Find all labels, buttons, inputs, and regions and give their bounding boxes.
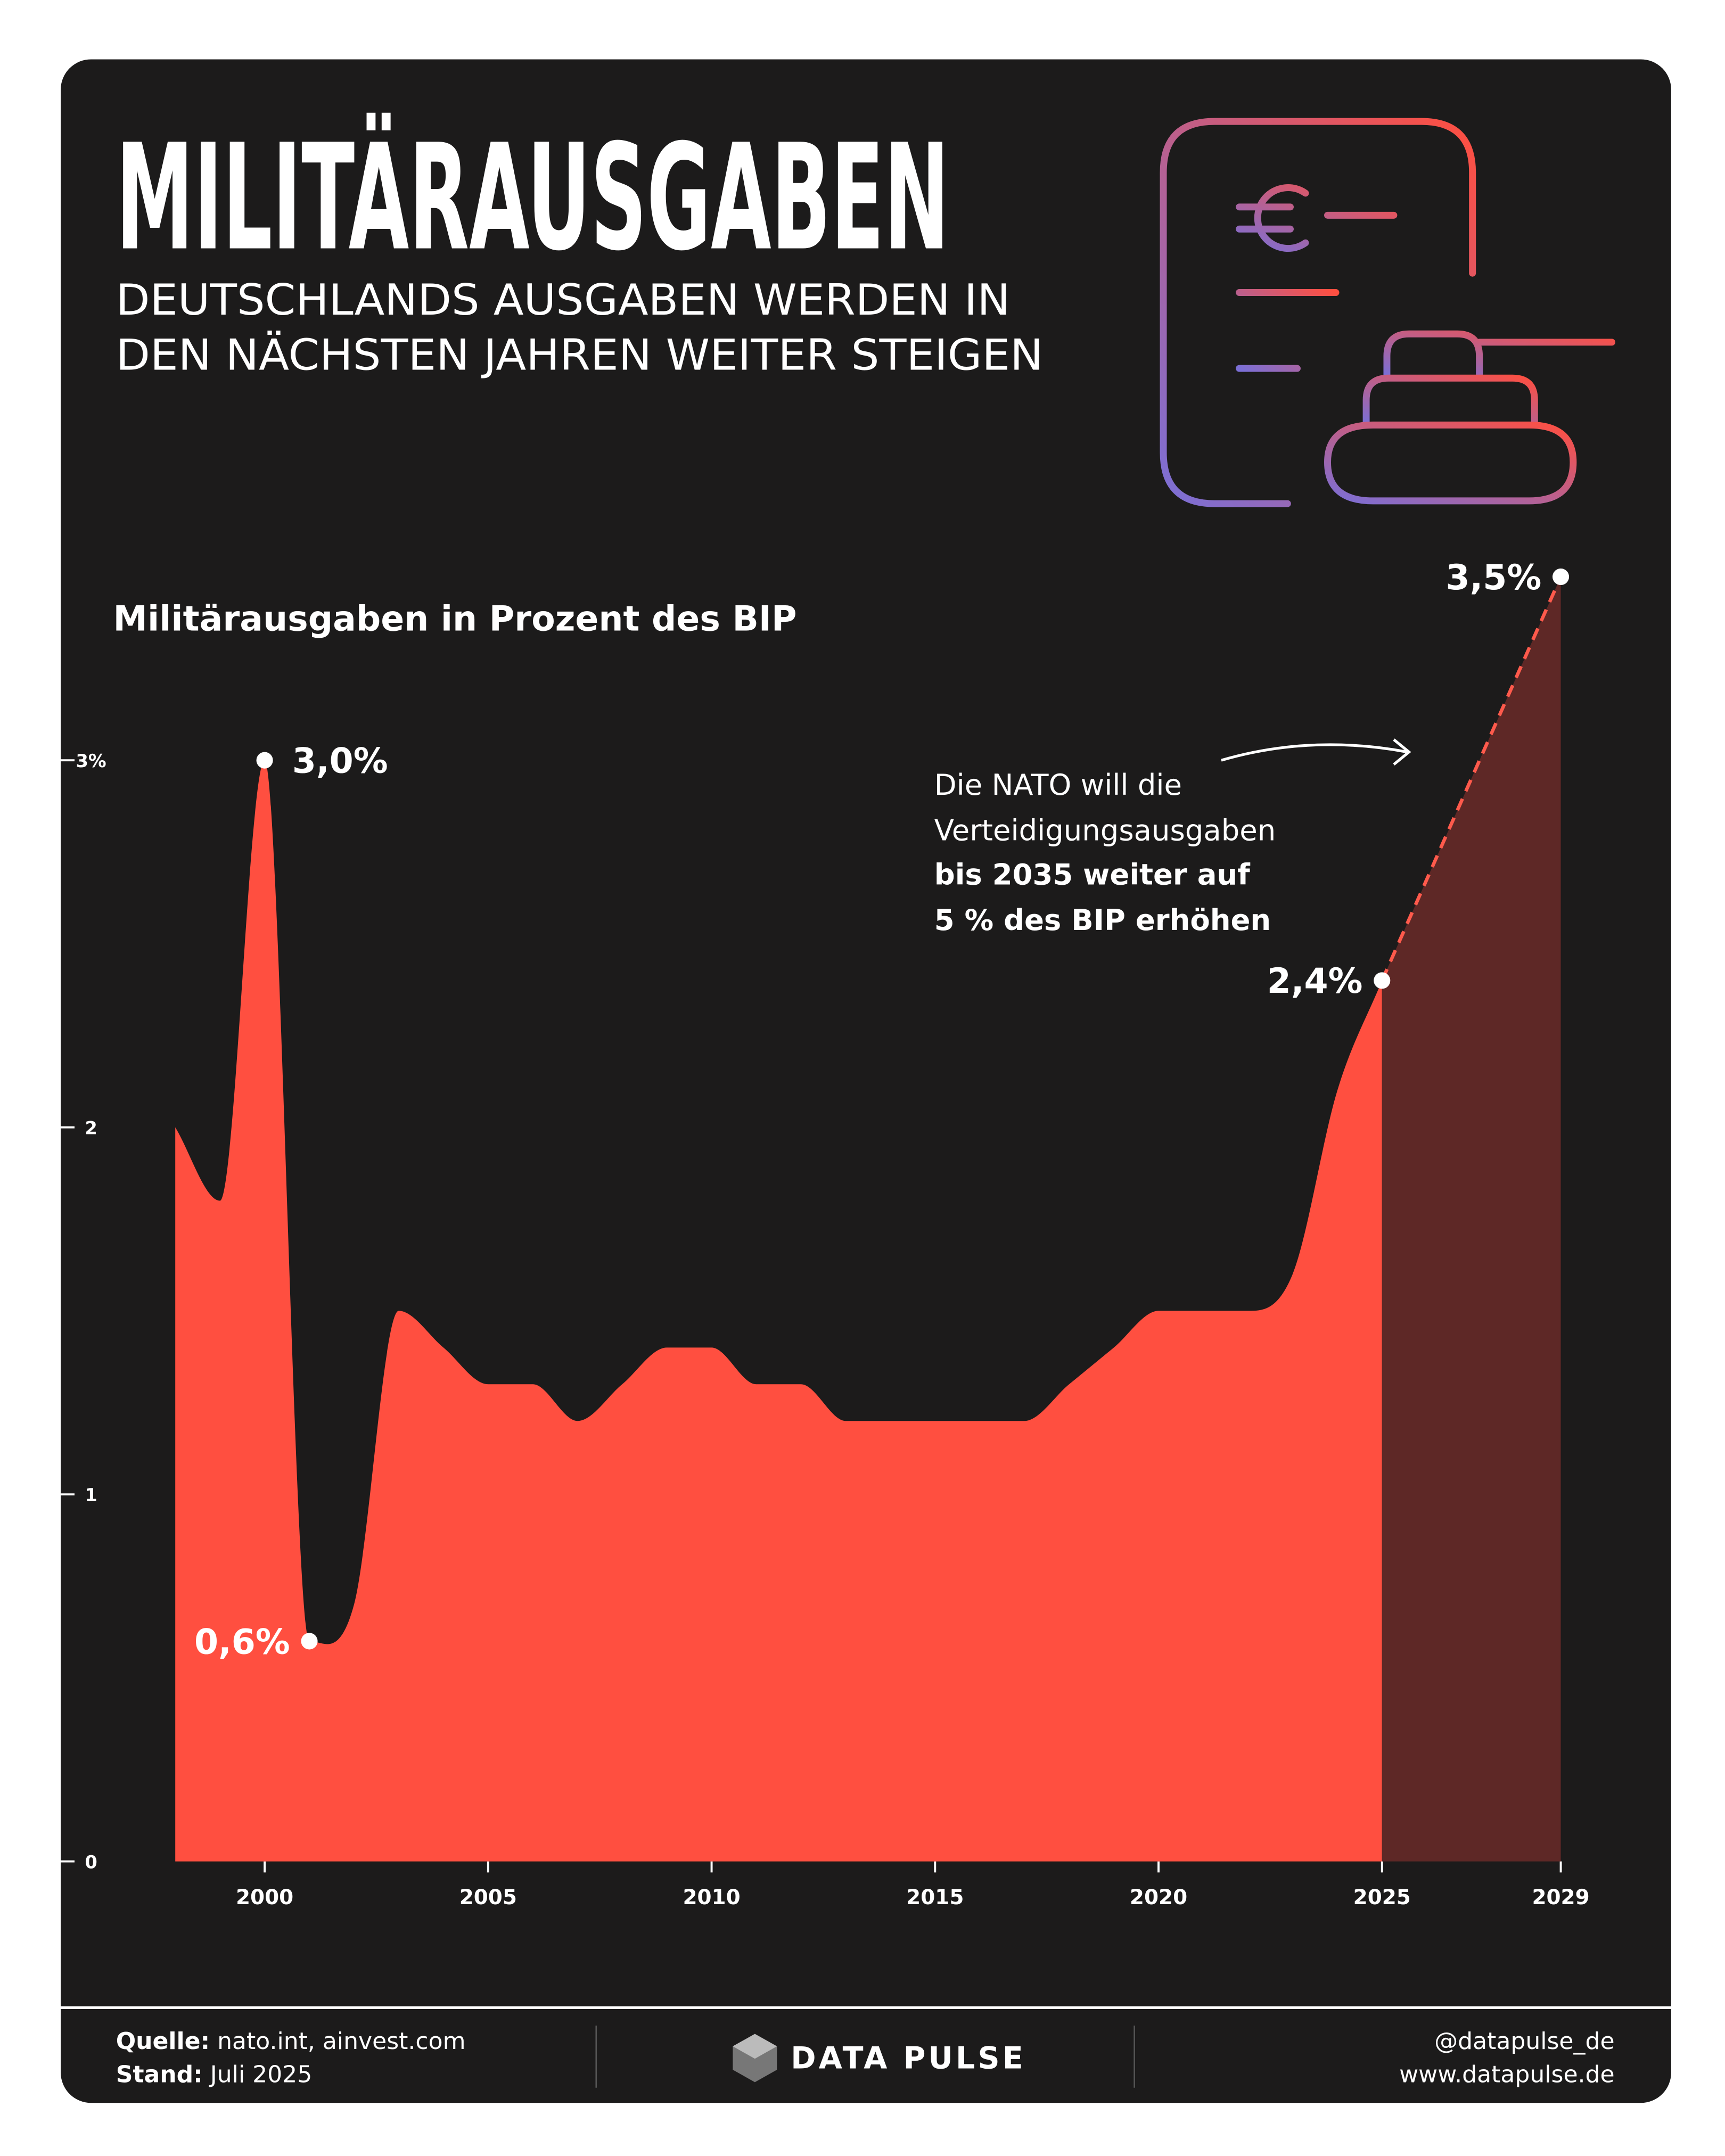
y-tick-label: 0 (85, 1852, 97, 1873)
x-tick-label: 2005 (459, 1886, 517, 1910)
footer-label: Quelle: (116, 2028, 210, 2055)
annotation: bis 2035 weiter auf (934, 857, 1251, 891)
x-tick-label: 2000 (236, 1886, 293, 1910)
y-tick-label: 3% (76, 751, 106, 771)
annotation: 5 % des BIP erhöhen (934, 903, 1271, 937)
footer-source: Quelle: nato.int, ainvest.com (116, 2028, 466, 2055)
annotation: Die NATO will die (934, 768, 1182, 802)
data-label: 0,6% (194, 1622, 290, 1662)
y-tick-label: 1 (85, 1485, 97, 1505)
subtitle: DEUTSCHLANDS AUSGABEN WERDEN IN (116, 275, 1011, 325)
x-tick-label: 2020 (1130, 1886, 1187, 1910)
data-label: 3,0% (292, 742, 388, 781)
footer-website: www.datapulse.de (1399, 2061, 1614, 2088)
subtitle: DEN NÄCHSTEN JAHREN WEITER STEIGEN (116, 330, 1044, 380)
projection-line (1380, 576, 1563, 982)
brand: DATA PULSE (791, 2040, 1026, 2076)
footer-handle: @datapulse_de (1434, 2028, 1615, 2055)
annotation: Verteidigungsausgaben (934, 813, 1276, 847)
data-label: 2,4% (1267, 961, 1363, 1001)
annotation-arrow (1221, 738, 1411, 766)
x-tick-label: 2010 (683, 1886, 740, 1910)
area (175, 760, 1382, 1862)
data-point (1552, 568, 1570, 586)
chart-title: Militärausgaben in Prozent des BIP (113, 599, 797, 639)
data-point (1374, 972, 1391, 989)
footer-value: nato.int, ainvest.com (217, 2028, 465, 2055)
data-point (301, 1633, 318, 1650)
y-tick-label: 2 (85, 1118, 97, 1139)
data-point (256, 752, 273, 769)
icon (1160, 118, 1615, 507)
x-tick-label: 2025 (1353, 1886, 1411, 1910)
logo-mark (733, 2034, 777, 2059)
x-tick-label: 2015 (906, 1886, 964, 1910)
footer-date: Stand: Juli 2025 (116, 2061, 313, 2088)
area (1382, 577, 1561, 1862)
x-tick-label: 2029 (1532, 1886, 1589, 1910)
data-label: 3,5% (1446, 558, 1542, 598)
title: MILITÄRAUSGABEN (116, 111, 950, 283)
footer-label: Stand: (116, 2061, 203, 2088)
footer-value: Juli 2025 (209, 2061, 312, 2088)
